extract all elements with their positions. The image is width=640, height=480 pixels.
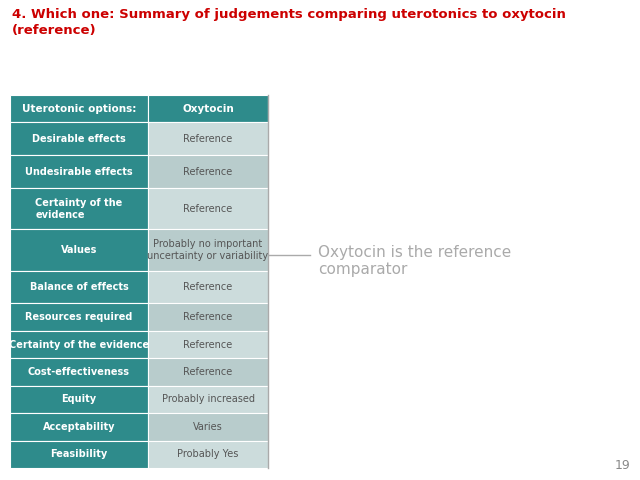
Text: Reference: Reference xyxy=(184,339,232,349)
Bar xyxy=(148,441,268,468)
Bar xyxy=(10,229,148,271)
Bar xyxy=(10,95,148,122)
Text: Values: Values xyxy=(61,245,97,255)
Bar xyxy=(10,331,148,358)
Bar xyxy=(10,156,148,188)
Text: Reference: Reference xyxy=(184,367,232,377)
Text: Probably increased: Probably increased xyxy=(161,395,255,405)
Text: Reference: Reference xyxy=(184,282,232,292)
Text: Reference: Reference xyxy=(184,134,232,144)
Text: Cost-effectiveness: Cost-effectiveness xyxy=(28,367,130,377)
Text: Desirable effects: Desirable effects xyxy=(32,134,126,144)
Bar xyxy=(148,271,268,303)
Bar xyxy=(148,122,268,156)
Text: Certainty of the
evidence: Certainty of the evidence xyxy=(35,198,123,220)
Bar xyxy=(148,358,268,386)
Text: Certainty of the evidence: Certainty of the evidence xyxy=(9,339,149,349)
Bar xyxy=(148,95,268,122)
Bar xyxy=(148,413,268,441)
Text: Reference: Reference xyxy=(184,312,232,322)
Bar xyxy=(148,386,268,413)
Bar xyxy=(10,122,148,156)
Text: Balance of effects: Balance of effects xyxy=(29,282,129,292)
Text: Varies: Varies xyxy=(193,422,223,432)
Bar xyxy=(148,156,268,188)
Text: Uterotonic options:: Uterotonic options: xyxy=(22,104,136,114)
Bar xyxy=(10,303,148,331)
Text: 19: 19 xyxy=(614,459,630,472)
Bar xyxy=(148,188,268,229)
Text: Reference: Reference xyxy=(184,167,232,177)
Bar xyxy=(10,386,148,413)
Bar xyxy=(148,229,268,271)
Text: Undesirable effects: Undesirable effects xyxy=(25,167,133,177)
Bar xyxy=(10,271,148,303)
Text: Acceptability: Acceptability xyxy=(43,422,115,432)
Bar xyxy=(10,413,148,441)
Bar xyxy=(148,303,268,331)
Text: Equity: Equity xyxy=(61,395,97,405)
Bar xyxy=(10,441,148,468)
Text: Feasibility: Feasibility xyxy=(51,449,108,459)
Text: Reference: Reference xyxy=(184,204,232,214)
Bar xyxy=(148,331,268,358)
Text: Probably no important
uncertainty or variability: Probably no important uncertainty or var… xyxy=(147,239,269,261)
Text: (reference): (reference) xyxy=(12,24,97,37)
Text: Oxytocin: Oxytocin xyxy=(182,104,234,114)
Bar xyxy=(10,358,148,386)
Text: Oxytocin is the reference
comparator: Oxytocin is the reference comparator xyxy=(318,245,511,277)
Text: 4. Which one: Summary of judgements comparing uterotonics to oxytocin: 4. Which one: Summary of judgements comp… xyxy=(12,8,566,21)
Text: Resources required: Resources required xyxy=(26,312,132,322)
Bar xyxy=(10,188,148,229)
Text: Probably Yes: Probably Yes xyxy=(177,449,239,459)
